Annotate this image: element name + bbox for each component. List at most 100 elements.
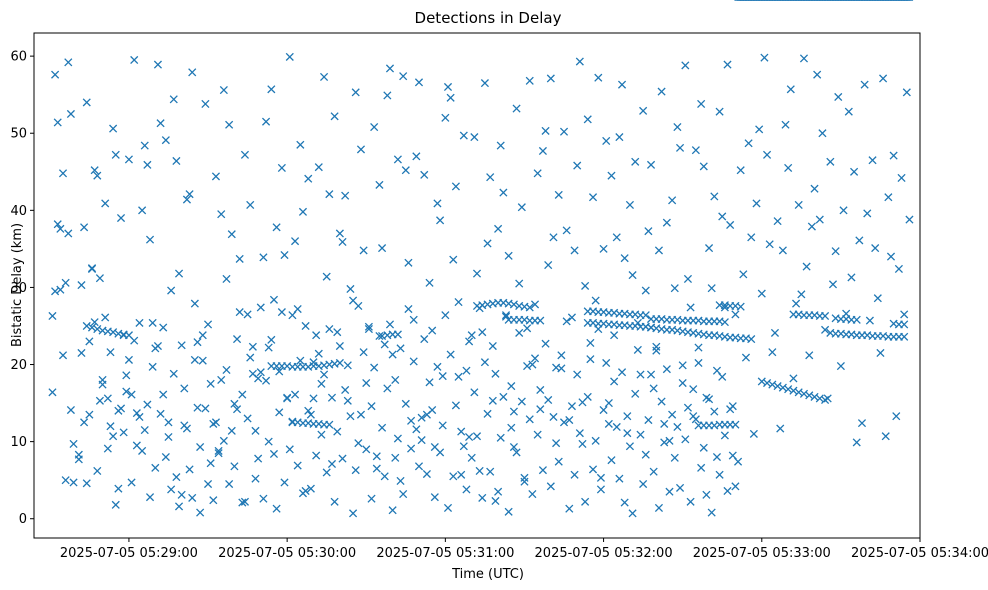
scatter-point (660, 419, 669, 428)
scatter-point (467, 331, 476, 340)
scatter-point (66, 405, 75, 415)
scatter-point (562, 317, 571, 326)
scatter-point (140, 141, 149, 150)
scatter-point (831, 247, 840, 256)
scatter-point (554, 457, 563, 466)
scatter-point (277, 163, 286, 172)
scatter-point (892, 412, 901, 421)
scatter-point (219, 436, 228, 445)
scatter-point (391, 453, 400, 462)
scatter-point (512, 104, 521, 113)
scatter-point (116, 213, 126, 223)
scatter-point (457, 470, 466, 479)
scatter-point (101, 313, 110, 322)
scatter-point (523, 362, 532, 371)
scatter-point (720, 431, 729, 440)
scatter-point (670, 453, 679, 462)
scatter-point (652, 342, 661, 351)
scatter-point (138, 206, 147, 215)
track-point (335, 358, 344, 368)
track-point (821, 311, 830, 321)
scatter-point (145, 235, 155, 244)
scatter-point (153, 60, 162, 69)
scatter-point (254, 454, 263, 463)
scatter-point (815, 215, 824, 224)
scatter-point (261, 117, 271, 126)
scatter-point (491, 496, 500, 506)
scatter-point (362, 445, 371, 454)
scatter-point (335, 341, 344, 351)
scatter-point (554, 190, 563, 199)
scatter-point (364, 325, 373, 334)
track-point (773, 382, 782, 391)
scatter-point (319, 72, 329, 82)
scatter-point (90, 166, 99, 175)
scatter-point (319, 370, 329, 379)
scatter-point (520, 473, 529, 482)
scatter-point (657, 397, 666, 406)
scatter-point (715, 107, 724, 116)
scatter-point (48, 388, 57, 397)
track-point (815, 394, 824, 403)
scatter-point (702, 490, 711, 499)
scatter-point (349, 509, 358, 518)
scatter-point (744, 139, 753, 148)
track-point (124, 331, 133, 340)
scatter-point (657, 87, 666, 96)
scatter-point (196, 442, 205, 452)
track-point (900, 320, 909, 329)
scatter-point (681, 435, 690, 444)
scatter-point (151, 463, 160, 472)
scatter-point (494, 224, 503, 233)
scatter-point (573, 370, 582, 379)
scatter-point (828, 280, 838, 289)
scatter-point (834, 92, 843, 102)
scatter-point (111, 150, 120, 159)
plot-area-frame (33, 32, 921, 539)
scatter-point (407, 416, 416, 425)
scatter-point (852, 438, 861, 447)
scatter-point (813, 70, 822, 79)
scatter-point (718, 212, 727, 221)
scatter-point (172, 473, 181, 482)
scatter-point (533, 169, 542, 178)
scatter-point (246, 353, 255, 362)
scatter-point (905, 215, 914, 224)
scatter-point (486, 173, 495, 182)
scatter-point (127, 478, 136, 487)
scatter-point (631, 157, 640, 166)
scatter-point (646, 160, 656, 169)
scatter-point (612, 422, 621, 432)
scatter-point (77, 348, 86, 358)
scatter-point (752, 199, 761, 208)
scatter-point (575, 429, 584, 438)
scatter-point (530, 300, 540, 309)
scatter-point (235, 254, 244, 263)
scatter-point (446, 93, 455, 102)
track-point (799, 389, 809, 398)
scatter-point (515, 279, 524, 288)
scatter-point (868, 156, 877, 165)
scatter-point (639, 106, 648, 115)
scatter-point (765, 240, 774, 249)
scatter-point (707, 284, 716, 293)
x-tick-label: 2025-07-05 05:32:00 (535, 546, 673, 561)
scatter-point (517, 203, 526, 212)
scatter-point (185, 190, 194, 199)
scatter-point (203, 479, 213, 489)
scatter-point (333, 328, 342, 337)
scatter-point (546, 482, 555, 491)
scatter-point (805, 351, 814, 360)
scatter-point (106, 422, 115, 431)
scatter-point (296, 356, 305, 365)
y-tick-label: 10 (10, 435, 27, 450)
scatter-point (660, 438, 669, 447)
scatter-point (615, 133, 624, 142)
scatter-point (810, 184, 819, 193)
scatter-point (159, 323, 168, 332)
scatter-point (436, 448, 445, 457)
scatter-point (897, 173, 906, 183)
scatter-point (573, 161, 582, 170)
scatter-point (789, 374, 798, 383)
scatter-point (602, 358, 611, 368)
